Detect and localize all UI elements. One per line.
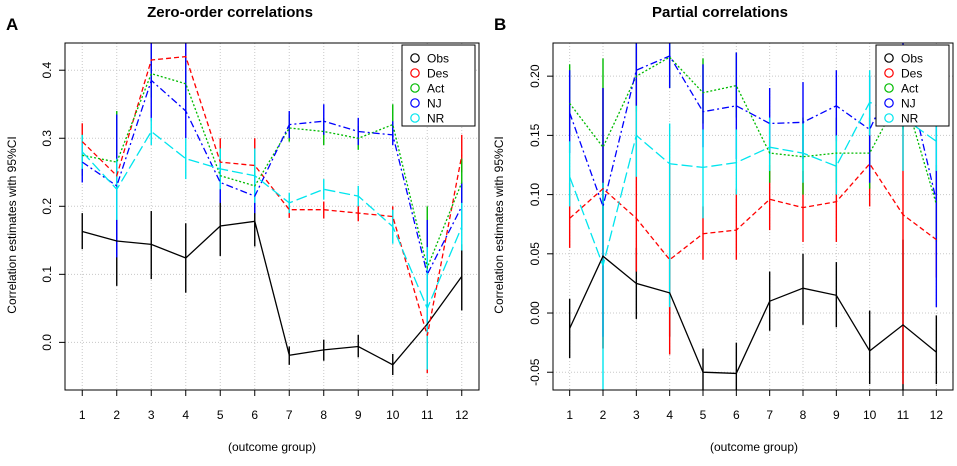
x-tick-label: 5	[217, 408, 224, 422]
legend-marker-obs	[884, 53, 894, 63]
legend-marker-des	[884, 68, 894, 78]
plot-frame	[552, 42, 954, 391]
y-tick-label: 0.3	[40, 130, 54, 147]
y-tick-label: 0.2	[40, 198, 54, 215]
x-tick-label: 2	[113, 408, 120, 422]
series-line-obs	[569, 255, 937, 375]
x-tick-label: 12	[930, 408, 944, 422]
legend-marker-des	[410, 68, 420, 78]
panel-a-xlabel: (outcome group)	[228, 440, 316, 454]
y-tick-label: 0.10	[528, 183, 542, 207]
series-line-obs	[82, 220, 463, 366]
x-tick-label: 3	[148, 408, 155, 422]
panel-a-plot: 0.00.10.20.30.41 2 3 4 5 6 7 8 9 10 11 12ObsDesActN…	[40, 42, 480, 422]
series-line-des	[569, 162, 937, 261]
x-tick-label: 4	[666, 408, 673, 422]
x-tick-label: 9	[355, 408, 362, 422]
y-tick-label: 0.05	[528, 242, 542, 266]
x-tick-label: 6	[251, 408, 258, 422]
series-line-nr	[81, 130, 463, 311]
legend-marker-nr	[884, 113, 894, 123]
x-tick-label: 10	[386, 408, 400, 422]
panel-a-letter: A	[6, 15, 18, 34]
legend-label-des: Des	[901, 67, 922, 81]
x-tick-label: 4	[182, 408, 189, 422]
legend-marker-nj	[410, 98, 420, 108]
legend-label-nr: NR	[901, 112, 919, 126]
series-line-act	[569, 56, 937, 205]
panel-b-ylabel: Correlation estimates with 95%CI	[492, 136, 506, 313]
legend-marker-act	[410, 83, 420, 93]
x-tick-label: 10	[863, 408, 877, 422]
legend-marker-obs	[410, 53, 420, 63]
y-tick-label: 0.4	[40, 62, 54, 79]
x-tick-label: 2	[600, 408, 607, 422]
x-tick-label: 5	[700, 408, 707, 422]
legend-label-obs: Obs	[427, 52, 449, 66]
x-tick-label: 9	[833, 408, 840, 422]
y-tick-label: 0.00	[528, 301, 542, 325]
legend-label-act: Act	[427, 82, 445, 96]
plot-frame	[64, 42, 480, 391]
panel-b-title: Partial correlations	[652, 4, 788, 21]
x-tick-label: 11	[897, 408, 910, 422]
legend-label-des: Des	[427, 67, 448, 81]
legend-box	[401, 44, 476, 127]
x-tick-label: 8	[320, 408, 327, 422]
x-tick-label: 1	[79, 408, 86, 422]
x-tick-label: 8	[800, 408, 807, 422]
series-line-des	[81, 55, 463, 336]
panel-a-ylabel: Correlation estimates with 95%CI	[5, 136, 19, 313]
panel-a-title: Zero-order correlations	[147, 4, 313, 21]
legend-marker-nr	[410, 113, 420, 123]
x-tick-label: 1	[566, 408, 573, 422]
x-tick-label: 7	[766, 408, 773, 422]
chart-marks: 0.00.10.20.30.41 2 3 4 5 6 7 8 9 10 11 12ObsDesActN…	[40, 42, 954, 422]
legend-marker-act	[884, 83, 894, 93]
panel-b-letter: B	[494, 15, 506, 34]
series-line-nr	[569, 101, 937, 268]
series-line-nj	[81, 79, 463, 277]
legend-marker-nj	[884, 98, 894, 108]
panel-b-xlabel: (outcome group)	[710, 440, 798, 454]
y-tick-label: 0.15	[528, 123, 542, 147]
legend-label-nr: NR	[427, 112, 445, 126]
legend-label-nj: NJ	[901, 97, 916, 111]
x-tick-label: 11	[421, 408, 434, 422]
x-tick-label: 12	[455, 408, 469, 422]
legend-label-nj: NJ	[427, 97, 442, 111]
legend-label-act: Act	[901, 82, 919, 96]
x-tick-label: 6	[733, 408, 740, 422]
y-tick-label: -0.05	[528, 358, 542, 386]
panel-b-plot: -0.050.000.050.100.150.201 2 3 4 5 6 7 8 9 10 11 12…	[528, 42, 954, 422]
legend-label-obs: Obs	[901, 52, 923, 66]
x-tick-label: 7	[286, 408, 293, 422]
y-tick-label: 0.20	[528, 64, 542, 88]
y-tick-label: 0.1	[40, 266, 54, 283]
y-tick-label: 0.0	[40, 334, 54, 351]
x-tick-label: 3	[633, 408, 640, 422]
legend-box	[875, 44, 950, 127]
series-line-act	[82, 72, 463, 270]
series-line-nj	[569, 55, 937, 209]
